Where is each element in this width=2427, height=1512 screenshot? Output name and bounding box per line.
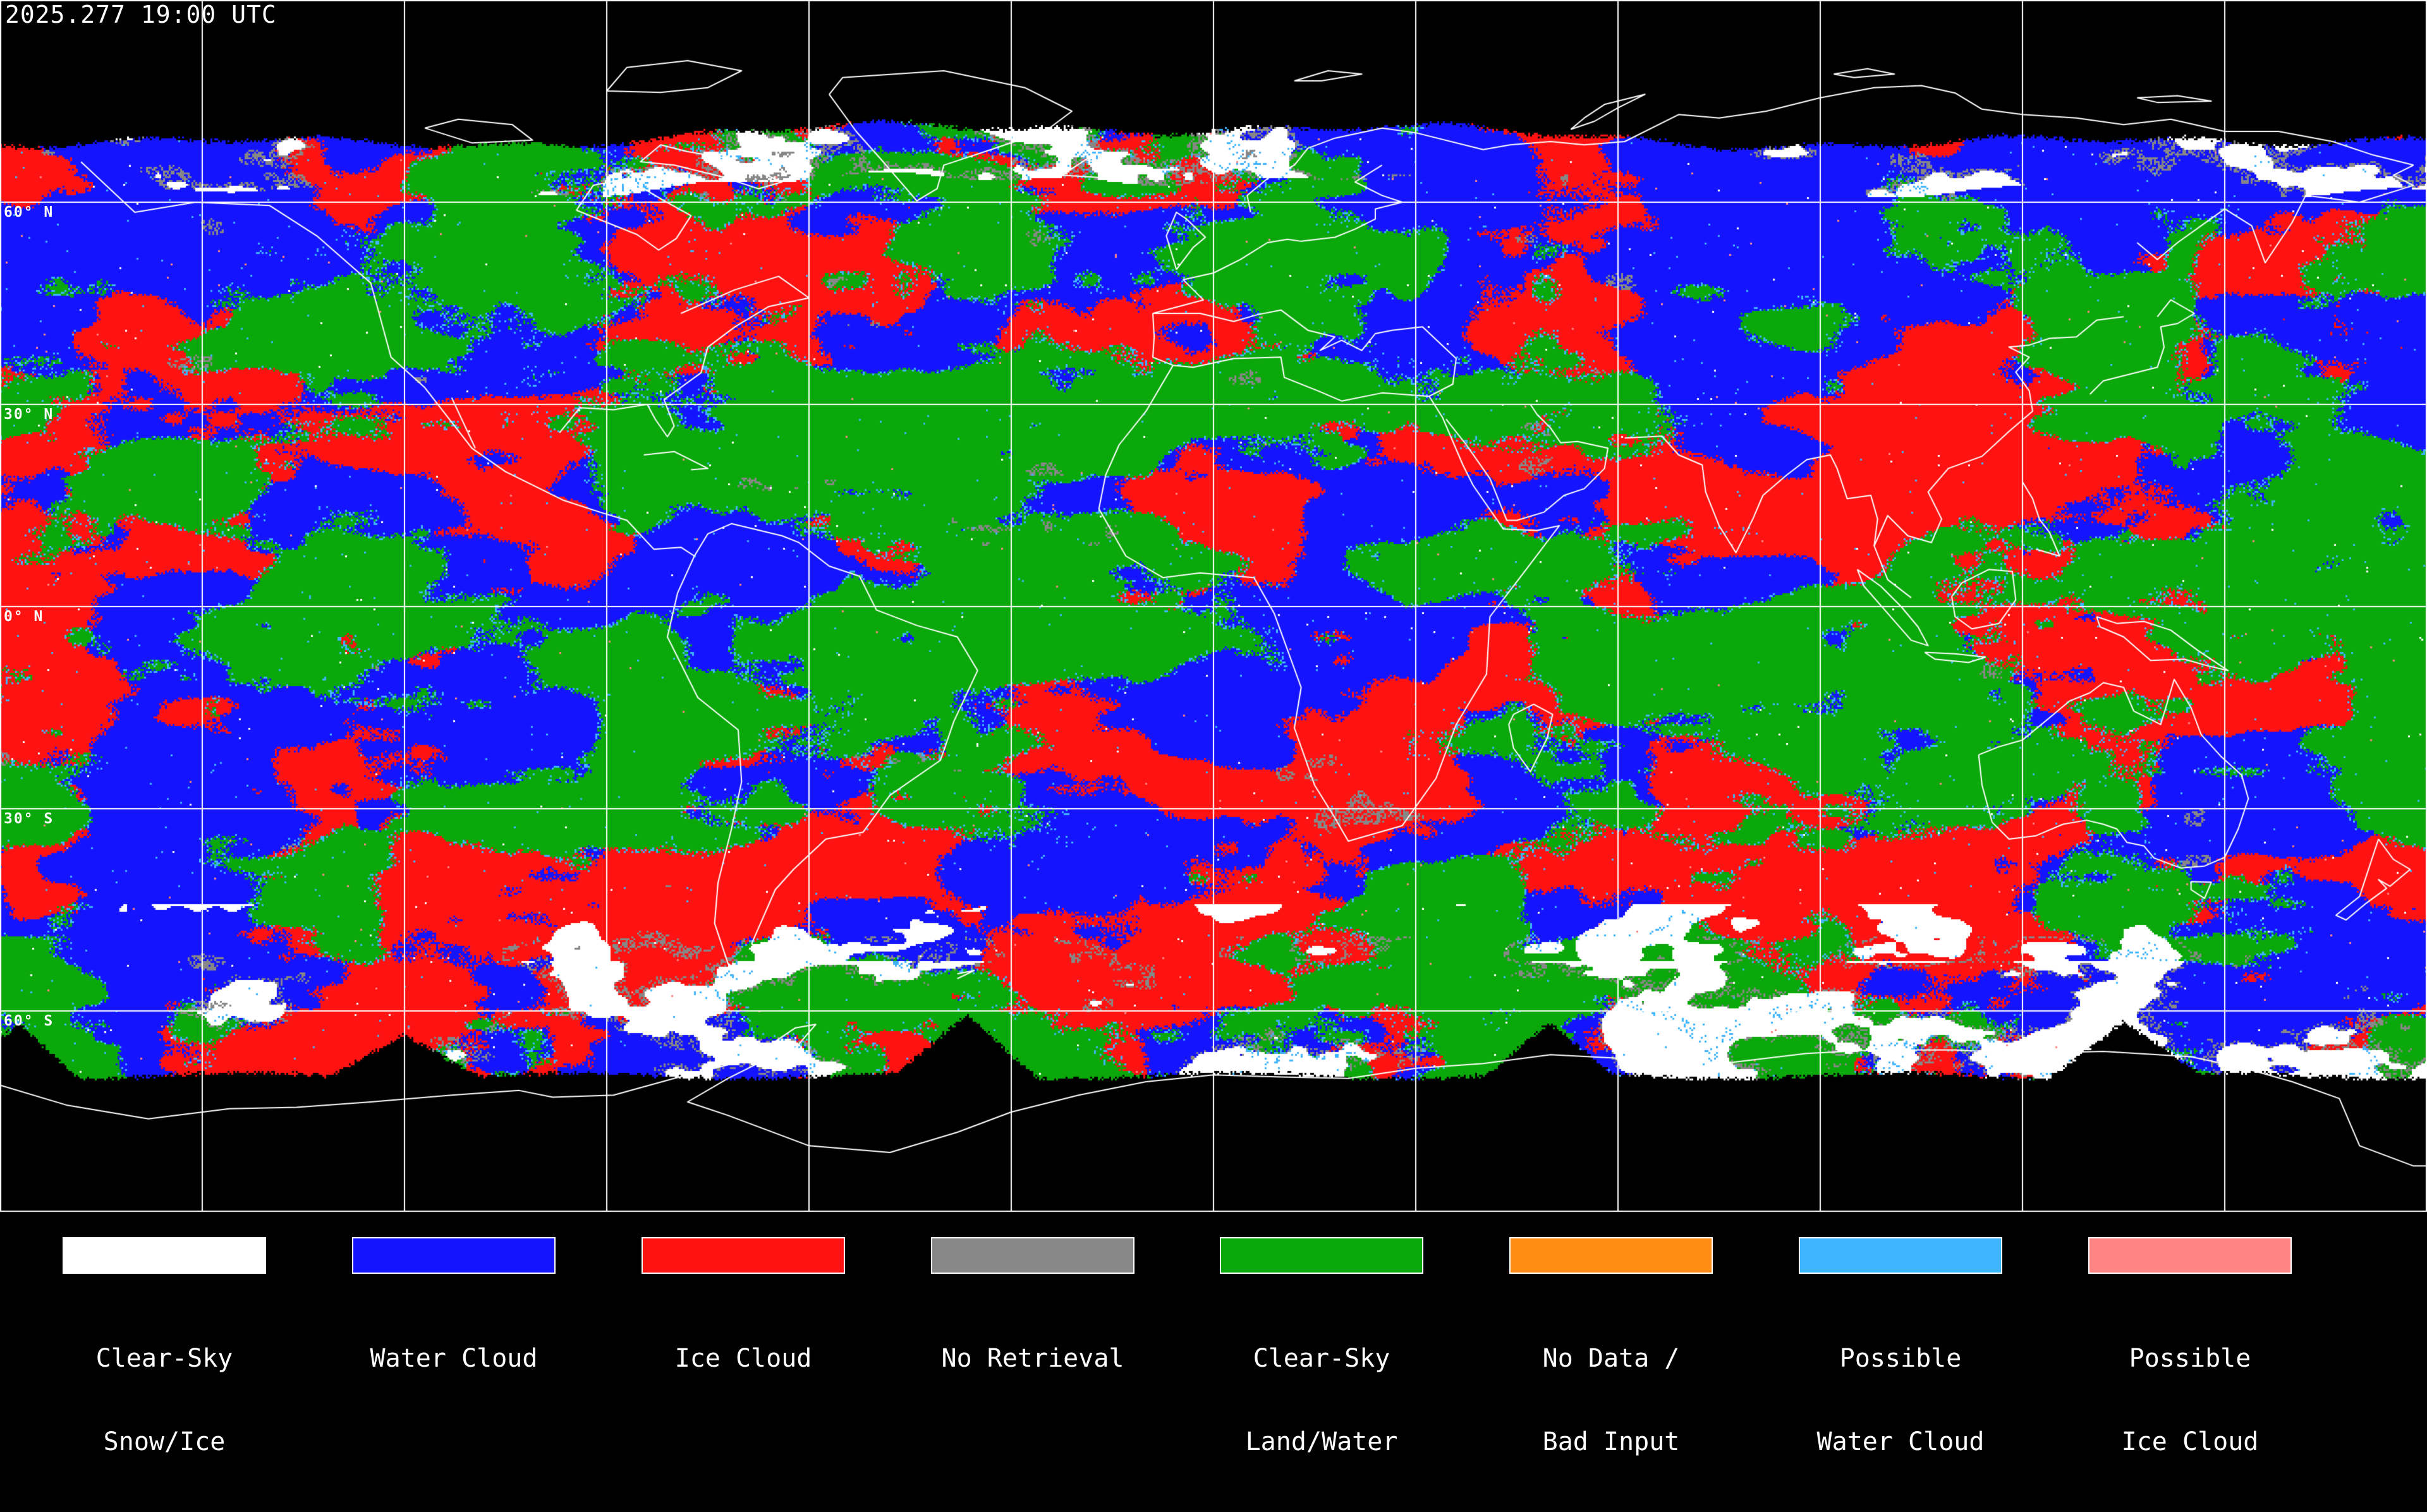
- legend-label: No Retrieval: [931, 1289, 1134, 1484]
- latitude-label-60n: 60° N: [4, 204, 54, 221]
- legend-label-line2: Bad Input: [1542, 1427, 1680, 1456]
- latitude-label-30s: 30° S: [4, 811, 54, 827]
- latitude-label-60s: 60° S: [4, 1013, 54, 1029]
- legend-item-possible-ice-cloud: Possible Ice Cloud: [2088, 1237, 2292, 1511]
- legend-label-line2: Snow/Ice: [103, 1427, 226, 1456]
- latitude-label-0n: 0° N: [4, 608, 44, 625]
- legend-item-clear-sky-snow-ice: Clear-Sky Snow/Ice: [63, 1237, 266, 1511]
- legend-label: Water Cloud: [352, 1289, 556, 1484]
- world-map-canvas: [0, 0, 2427, 1213]
- legend-label-line2: Water Cloud: [1816, 1427, 1985, 1456]
- legend-swatch-possible-water-cloud: [1799, 1237, 2002, 1274]
- timestamp-label: 2025.277 19:00 UTC: [5, 1, 277, 28]
- legend-label: Ice Cloud: [642, 1289, 845, 1484]
- legend-item-no-retrieval: No Retrieval: [931, 1237, 1134, 1484]
- legend-item-ice-cloud: Ice Cloud: [642, 1237, 845, 1484]
- legend-label-line1: Clear-Sky: [1253, 1344, 1390, 1373]
- legend-item-possible-water-cloud: Possible Water Cloud: [1799, 1237, 2002, 1511]
- legend-swatch-no-data-bad-input: [1509, 1237, 1713, 1274]
- legend-label-line1: Clear-Sky: [95, 1344, 233, 1373]
- legend-label-line2: Land/Water: [1245, 1427, 1398, 1456]
- legend-label-line2: Ice Cloud: [2121, 1427, 2259, 1456]
- legend-swatch-possible-ice-cloud: [2088, 1237, 2292, 1274]
- latitude-label-30n: 30° N: [4, 406, 54, 423]
- legend-item-water-cloud: Water Cloud: [352, 1237, 556, 1484]
- legend-swatch-water-cloud: [352, 1237, 556, 1274]
- legend-swatch-clear-sky-snow-ice: [63, 1237, 266, 1274]
- legend-label: Possible Water Cloud: [1799, 1289, 2002, 1511]
- legend-item-no-data-bad-input: No Data / Bad Input: [1509, 1237, 1713, 1511]
- legend-label-line1: Ice Cloud: [674, 1344, 812, 1373]
- legend-swatch-ice-cloud: [642, 1237, 845, 1274]
- cloud-phase-product-page: { "header": { "timestamp": "2025.277 19:…: [0, 0, 2427, 1456]
- legend-swatch-clear-sky-land-water: [1220, 1237, 1423, 1274]
- legend-label-line1: No Data /: [1542, 1344, 1680, 1373]
- legend-label: Clear-Sky Snow/Ice: [63, 1289, 266, 1511]
- legend-label: Possible Ice Cloud: [2088, 1289, 2292, 1511]
- legend-label-line1: Possible: [2129, 1344, 2251, 1373]
- legend-label: Clear-Sky Land/Water: [1220, 1289, 1423, 1511]
- legend-label: No Data / Bad Input: [1509, 1289, 1713, 1511]
- legend-swatch-no-retrieval: [931, 1237, 1134, 1274]
- legend-label-line1: Possible: [1839, 1344, 1962, 1373]
- legend-item-clear-sky-land-water: Clear-Sky Land/Water: [1220, 1237, 1423, 1511]
- legend: Clear-Sky Snow/Ice Water Cloud Ice Cloud…: [63, 1237, 2401, 1456]
- legend-label-line1: Water Cloud: [370, 1344, 538, 1373]
- legend-label-line1: No Retrieval: [941, 1344, 1124, 1373]
